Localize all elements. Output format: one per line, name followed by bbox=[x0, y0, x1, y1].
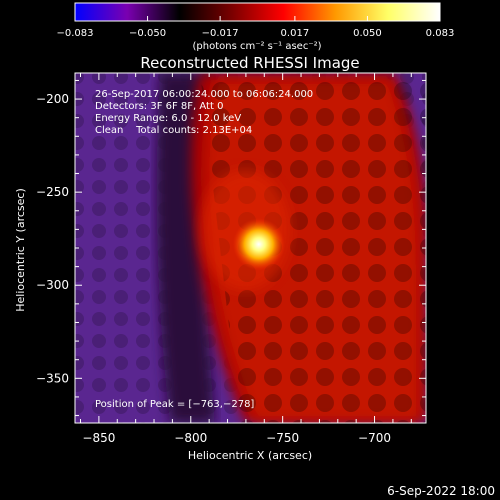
peak-hotspot bbox=[232, 218, 285, 271]
info-line-time: 26-Sep-2017 06:00:24.000 to 06:06:24.000 bbox=[95, 89, 313, 100]
footer-timestamp: 6-Sep-2022 18:00 bbox=[387, 484, 495, 498]
y-tick-label: −200 bbox=[36, 92, 69, 106]
colorbar-tick-label: 0.050 bbox=[353, 28, 382, 39]
x-tick-label: −750 bbox=[266, 431, 299, 445]
colorbar-tick-label: 0.083 bbox=[426, 28, 455, 39]
axis-ticks: −850 −800 −750 −700 −200 −250 −300 −350 bbox=[36, 73, 426, 445]
info-line-energy: Energy Range: 6.0 - 12.0 keV bbox=[95, 113, 241, 124]
colorbar-units-label: (photons cm⁻² s⁻¹ asec⁻²) bbox=[192, 41, 321, 52]
colorbar-tick-label: 0.017 bbox=[281, 28, 310, 39]
x-tick-label: −800 bbox=[174, 431, 207, 445]
colorbar-tick-label: −0.017 bbox=[202, 28, 239, 39]
chart-title: Reconstructed RHESSI Image bbox=[140, 54, 359, 72]
x-tick-label: −700 bbox=[358, 431, 391, 445]
colorbar-ticks: −0.083 −0.050 −0.017 0.017 0.050 0.083 bbox=[56, 16, 454, 39]
colorbar-tick-label: −0.083 bbox=[56, 28, 93, 39]
y-tick-label: −250 bbox=[36, 185, 69, 199]
info-line-detectors: Detectors: 3F 6F 8F, Att 0 bbox=[95, 101, 223, 112]
y-tick-label: −350 bbox=[36, 371, 69, 385]
x-tick-label: −850 bbox=[82, 431, 115, 445]
info-line-clean: Clean Total counts: 2.13E+04 bbox=[95, 125, 252, 136]
colorbar-tick-label: −0.050 bbox=[129, 28, 166, 39]
heatmap-image bbox=[75, 73, 426, 423]
y-tick-label: −300 bbox=[36, 278, 69, 292]
colorbar bbox=[74, 2, 441, 22]
x-axis-label: Heliocentric X (arcsec) bbox=[188, 449, 312, 462]
y-axis-label: Heliocentric Y (arcsec) bbox=[14, 188, 27, 312]
peak-position-label: Position of Peak = [−763,−278] bbox=[95, 399, 254, 410]
